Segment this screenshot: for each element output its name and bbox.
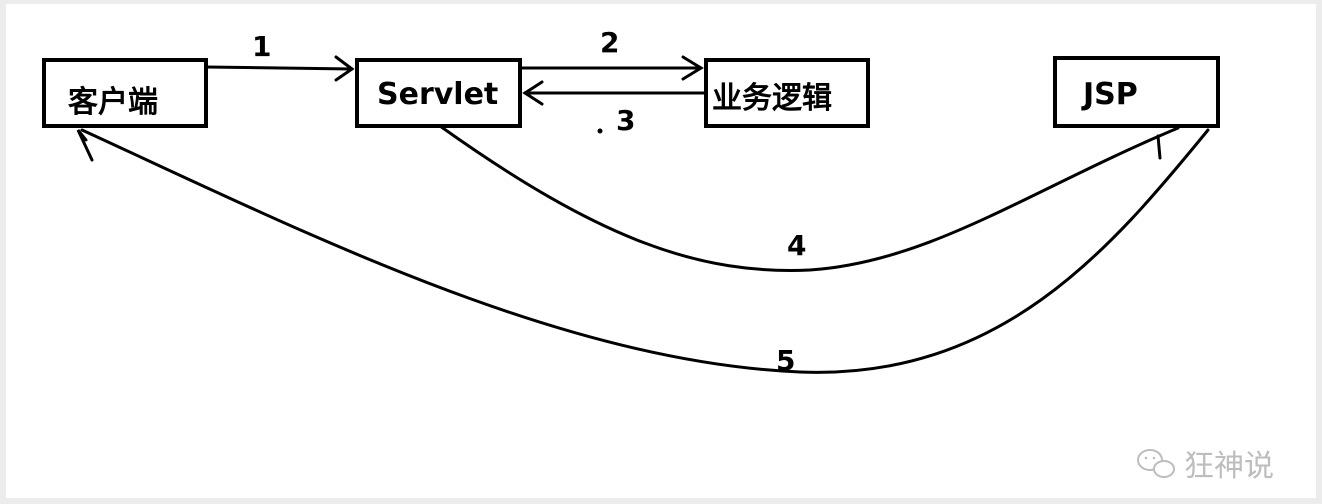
client-box — [42, 58, 208, 128]
step-4-label: 4 — [787, 229, 806, 262]
client-label: 客户端 — [68, 85, 158, 120]
step-2-label: 2 — [600, 26, 619, 59]
step-5-label: 5 — [776, 344, 795, 377]
step-3-dot — [597, 128, 603, 134]
jsp-label: JSP — [1081, 77, 1138, 112]
logic-label: 业务逻辑 — [712, 81, 832, 116]
arrow-5 — [76, 128, 1210, 374]
arrow-3 — [522, 80, 708, 106]
arrow-4 — [438, 124, 1180, 272]
watermark-text: 狂神说 — [1184, 449, 1274, 484]
step-1-label: 1 — [252, 30, 271, 63]
servlet-label: Servlet — [377, 77, 498, 112]
wechat-icon — [1137, 449, 1175, 478]
step-3-label: 3 — [616, 104, 635, 137]
jsp-box — [1053, 56, 1220, 128]
arrow-1 — [204, 55, 355, 82]
arrow-2 — [518, 55, 704, 81]
